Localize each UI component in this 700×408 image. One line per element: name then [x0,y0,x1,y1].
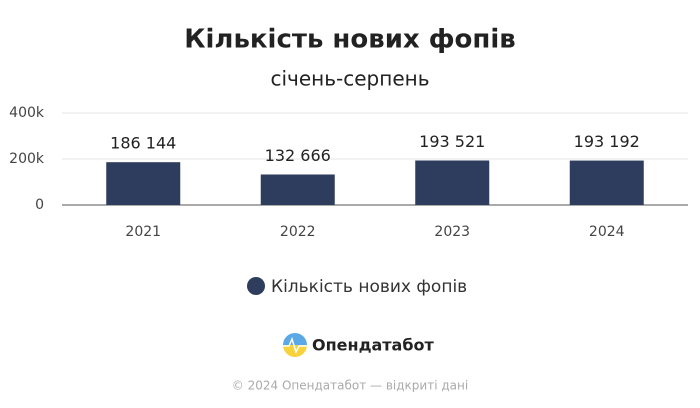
x-tick-label: 2023 [434,224,470,240]
x-tick-label: 2021 [125,224,161,240]
logo: Опендатабот [283,333,435,357]
bar [106,162,181,205]
x-tick-label: 2024 [589,224,625,240]
value-label: 132 666 [265,146,331,165]
bar [260,174,335,205]
logo-top [283,333,307,345]
value-label: 193 521 [419,132,485,151]
y-tick-label: 200k [9,151,45,167]
y-tick-label: 0 [35,197,44,213]
legend-marker [247,277,265,295]
y-tick-label: 400k [9,105,45,121]
bar [415,160,490,205]
x-tick-label: 2022 [280,224,316,240]
bar [569,160,644,205]
logo-text: Опендатабот [312,336,435,355]
legend-label: Кількість нових фопів [271,277,467,297]
value-label: 186 144 [110,134,176,153]
chart-subtitle: січень-серпень [271,67,430,91]
chart-title: Кількість нових фопів [184,25,516,55]
footer: © 2024 Опендатабот — відкриті дані [232,379,468,393]
logo-wave [283,336,307,355]
value-label: 193 192 [574,132,640,151]
